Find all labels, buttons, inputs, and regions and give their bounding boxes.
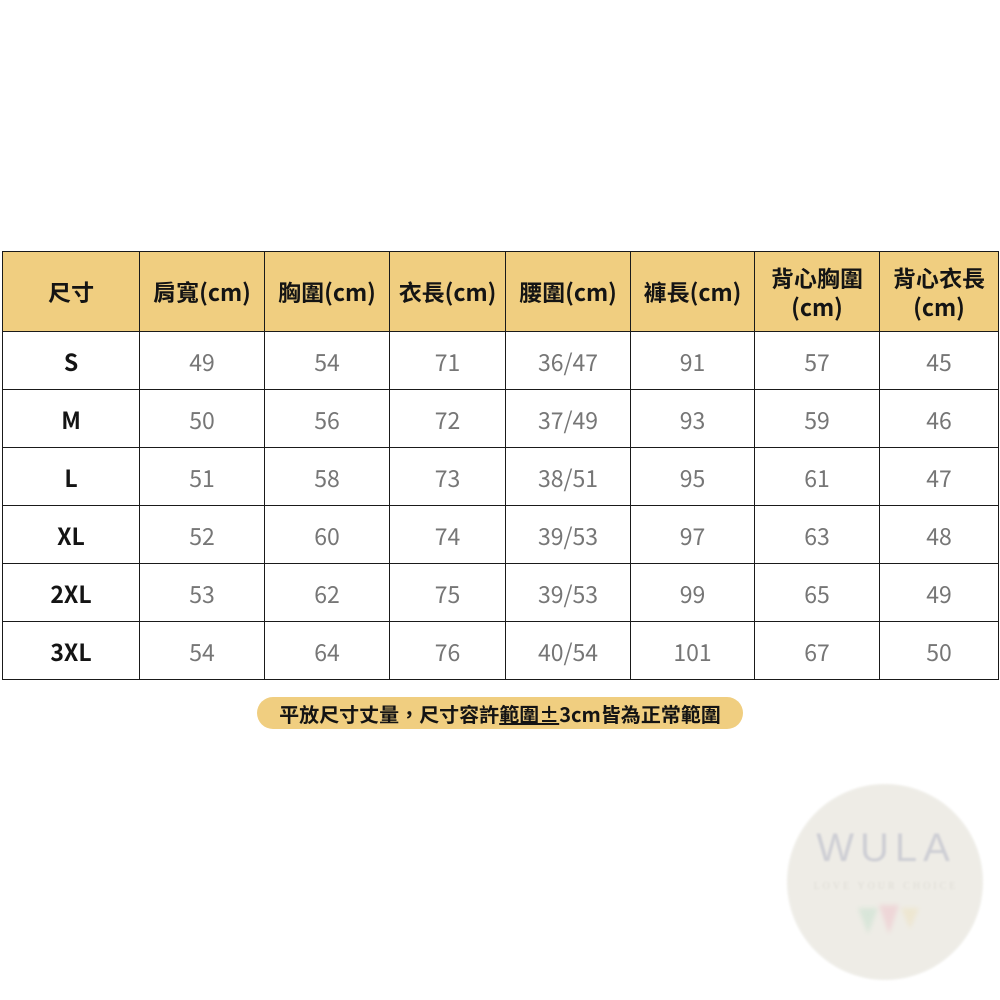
svg-text:LOVE YOUR CHOICE: LOVE YOUR CHOICE [814, 881, 959, 892]
svg-text:WULA: WULA [816, 826, 956, 870]
